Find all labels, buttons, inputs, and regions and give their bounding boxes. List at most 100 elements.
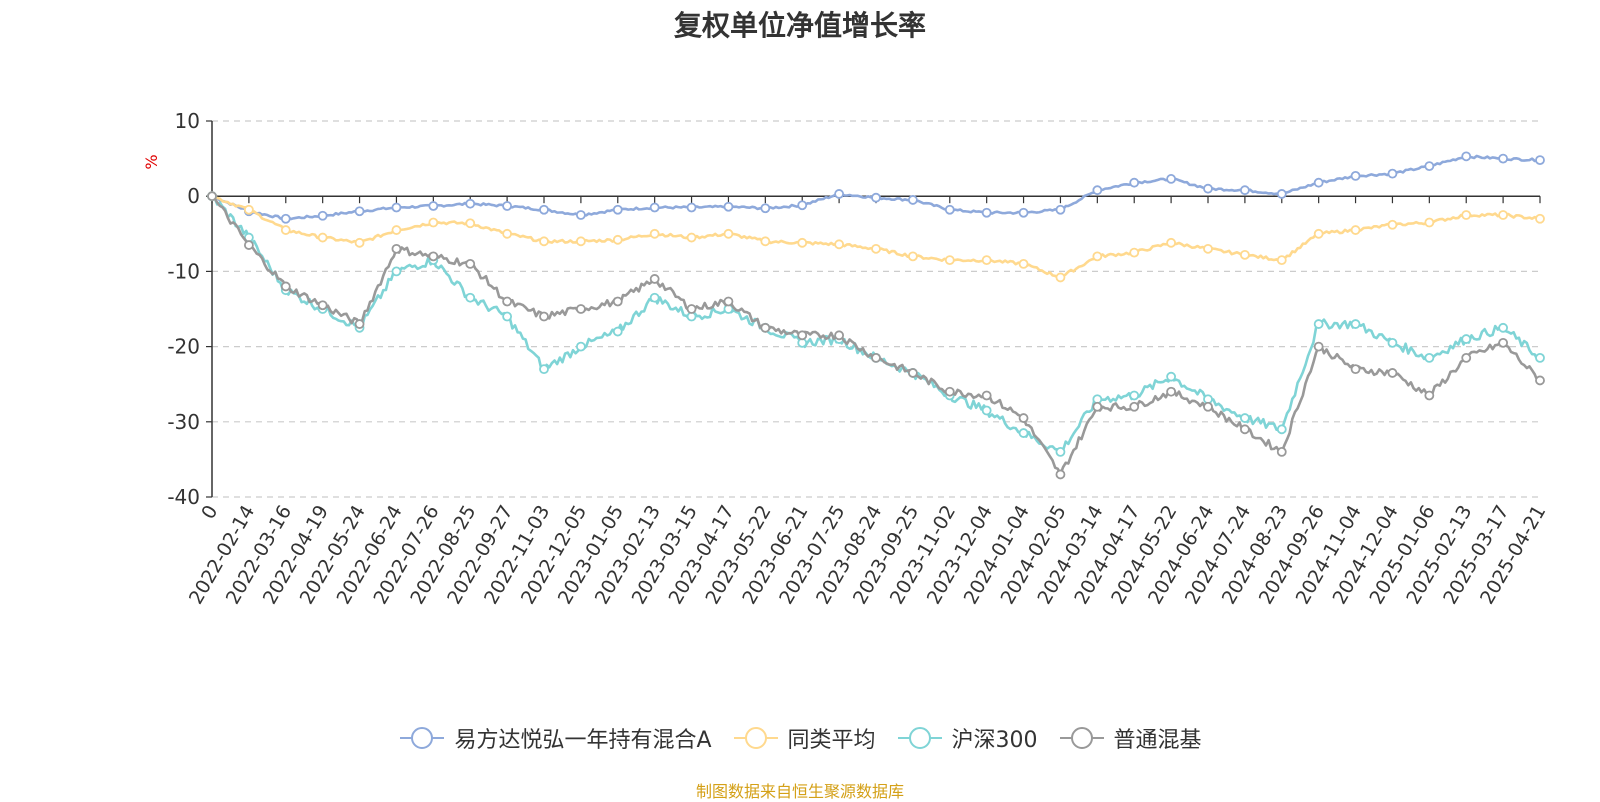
legend-line-circle-icon [897,727,942,749]
data-point [1129,177,1140,188]
data-point [1498,322,1509,333]
chart-title: 复权单位净值增长率 [673,9,926,42]
legend-item-1[interactable]: 同类平均 [732,722,876,754]
data-point [207,191,217,202]
data-point [834,189,845,199]
series-line [211,154,1541,221]
data-point [1166,386,1177,397]
x-tick-label: 0 [197,502,222,523]
legend-line-circle-icon [733,727,778,749]
y-tick-label: -20 [167,335,200,359]
legend-label: 沪深300 [951,728,1038,753]
data-point [723,201,734,212]
data-point [907,368,918,378]
data-point [1498,153,1509,164]
data-point [391,243,402,254]
data-point [612,326,623,337]
data-point [575,210,586,220]
data-point [1129,247,1140,258]
y-tick-label: -40 [167,485,200,509]
y-axis-label: % [142,154,161,169]
data-point [1203,183,1213,194]
data-point [1092,251,1103,262]
y-tick-label: -10 [167,259,200,283]
data-point [1092,185,1103,196]
data-point [1018,413,1029,423]
data-point [1018,207,1029,218]
data-point [354,237,365,248]
data-point [1350,319,1361,329]
data-point [1239,424,1250,435]
data-point [502,201,513,211]
data-point [1313,177,1324,188]
data-point [428,217,439,228]
data-point [1461,334,1472,344]
data-point [797,237,808,248]
data-point [723,228,734,239]
data-point [797,330,808,341]
series-1 [207,191,1545,283]
data-point [1461,352,1472,363]
data-point [465,258,476,269]
data-point [1129,390,1140,401]
data-point [1055,446,1066,457]
data-point [1387,219,1398,230]
data-point [1498,210,1509,220]
data-point [391,266,402,277]
legend-line-circle-icon [1059,727,1104,749]
y-tick-label: 10 [175,109,200,133]
data-point [649,274,660,284]
data-point [1424,217,1435,228]
data-point [1387,168,1398,179]
data-point [354,206,365,217]
series-3 [207,191,1545,480]
data-point [1166,237,1177,248]
data-point [465,292,476,303]
data-point [502,311,513,322]
data-point [871,352,881,363]
data-point [944,204,955,215]
data-point [1239,249,1250,260]
legend-label: 同类平均 [787,728,876,753]
series-0 [207,151,1545,224]
data-point [1313,319,1324,329]
data-point [834,239,845,250]
grid-layer [212,120,1540,498]
y-tick-label: -30 [167,410,200,434]
data-point [686,304,697,314]
data-point [1276,446,1287,457]
data-point [317,300,328,311]
legend: 易方达悦弘一年持有混合A 同类平均 沪深300 普通混基 [0,722,1600,754]
data-point [649,202,660,213]
legend-item-0[interactable]: 易方达悦弘一年持有混合A [398,722,712,754]
data-point [981,405,992,416]
source-note: 制图数据来自恒生聚源数据库 [695,782,904,801]
data-point [575,236,586,247]
data-point [539,204,549,215]
legend-item-2[interactable]: 沪深300 [896,722,1038,754]
data-point [575,341,586,352]
data-point [1498,337,1509,348]
data-point [243,240,254,250]
data-point [1166,174,1177,184]
data-point [428,251,439,262]
data-point [1203,401,1213,412]
data-point [871,243,881,254]
legend-label: 易方达悦弘一年持有混合A [454,728,712,753]
data-point [1535,213,1545,224]
y-tick-label: 0 [187,184,200,208]
data-point [1350,225,1361,235]
data-point [1055,204,1066,215]
data-point [760,322,771,333]
data-point [1313,228,1324,239]
legend-item-3[interactable]: 普通混基 [1058,722,1202,754]
data-point [1424,390,1435,401]
data-point [1461,151,1472,162]
data-point [243,204,254,215]
data-point [280,225,291,235]
data-point [465,218,476,229]
data-point [1276,189,1287,199]
data-point [612,296,623,307]
data-point [871,192,881,203]
